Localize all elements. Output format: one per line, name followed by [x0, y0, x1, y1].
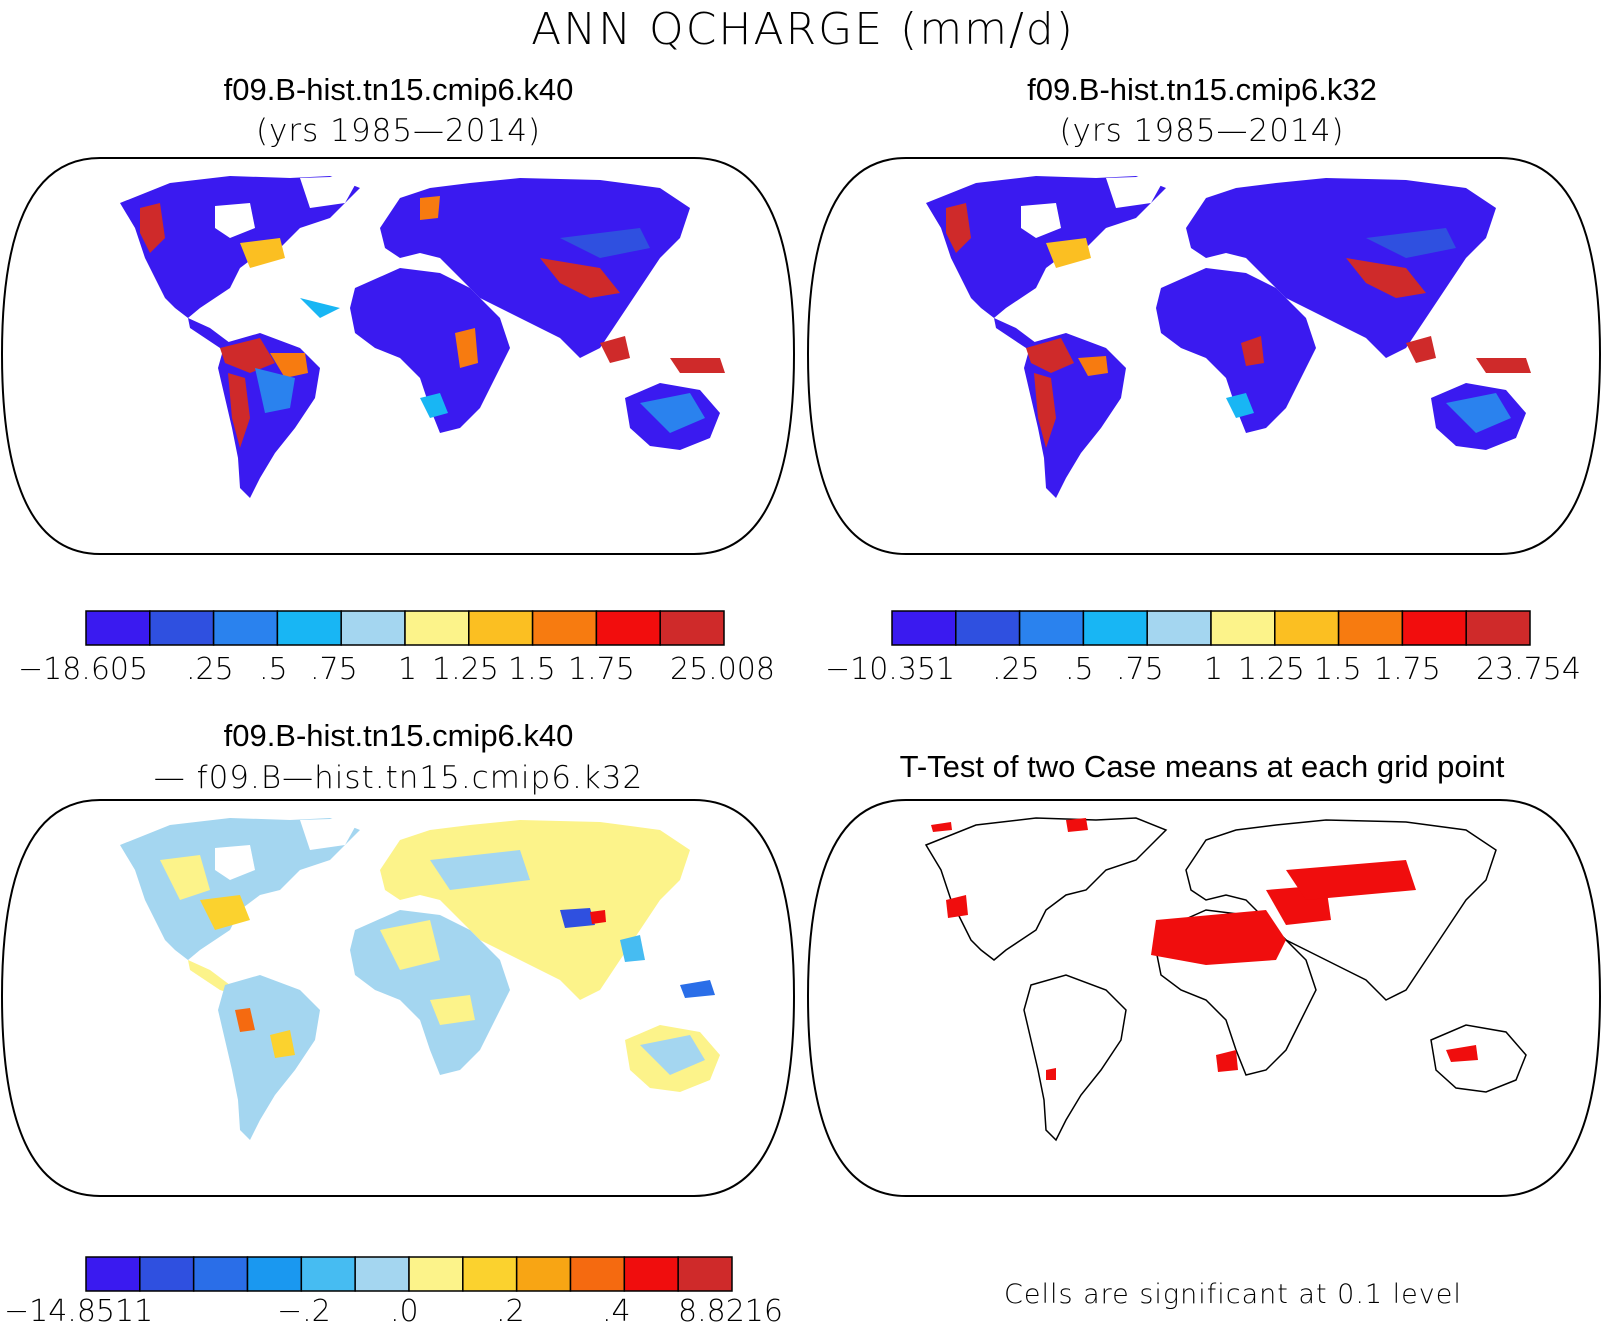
colorbar-swatch: [462, 1256, 518, 1292]
colorbar-1-label: 1.5: [508, 652, 556, 687]
colorbar-swatch: [85, 1256, 141, 1292]
colorbar-3-label: 8.8216: [678, 1294, 783, 1329]
value-patches-panel-1: [140, 196, 725, 448]
colorbar-swatch: [212, 610, 279, 646]
colorbar-swatch: [149, 610, 215, 646]
colorbar-swatch: [955, 610, 1021, 646]
africa: [350, 268, 510, 433]
colorbar-swatch: [1146, 610, 1212, 646]
colorbar-swatch: [891, 610, 957, 646]
panel-1-subtitle: (yrs 1985—2014): [255, 113, 542, 149]
continents-panel-3: [120, 818, 720, 1140]
colorbar-2-label: 1: [1204, 652, 1224, 687]
colorbar-2-label: .75: [1116, 652, 1164, 687]
colorbar-swatch: [623, 1256, 679, 1292]
central-america: [188, 318, 235, 353]
colorbar-swatch: [1018, 610, 1085, 646]
map-panel-4: [806, 799, 1602, 1197]
colorbar-swatch: [85, 610, 151, 646]
colorbar-swatch: [300, 1256, 356, 1292]
colorbar-2-label: .5: [1065, 652, 1094, 687]
colorbar-1-label: .5: [259, 652, 288, 687]
colorbar-swatch: [340, 610, 406, 646]
figure-title: ANN QCHARGE (mm/d): [531, 4, 1075, 55]
colorbar-2-label: 23.754: [1476, 652, 1581, 687]
colorbar-3-label: −14.8511: [4, 1294, 154, 1329]
colorbar-swatch: [569, 1256, 626, 1292]
colorbar-2-label: 1.25: [1238, 652, 1305, 687]
map-panel-1: [0, 157, 796, 555]
colorbar-1-label: .25: [186, 652, 234, 687]
colorbar-3-label: .0: [390, 1294, 419, 1329]
colorbar-1-label: 1.25: [432, 652, 499, 687]
colorbar-swatch: [1401, 610, 1467, 646]
colorbar-swatch: [595, 610, 661, 646]
colorbar-swatch: [139, 1256, 195, 1292]
colorbar-swatch: [276, 610, 342, 646]
colorbar-3-label: .4: [602, 1294, 631, 1329]
colorbar-2-label: .25: [992, 652, 1040, 687]
panel-2-subtitle: (yrs 1985—2014): [1059, 113, 1345, 149]
colorbar-swatch: [531, 610, 598, 646]
colorbar-swatch: [192, 1256, 249, 1292]
colorbar-swatch: [1082, 610, 1148, 646]
colorbar-3-label: .2: [496, 1294, 525, 1329]
panel-2-title: f09.B-hist.tn15.cmip6.k32: [1027, 72, 1377, 107]
colorbar-swatch: [1465, 610, 1531, 646]
colorbar-swatch: [246, 1256, 303, 1292]
colorbar-panel-2: [891, 610, 1531, 646]
colorbar-swatch: [1210, 610, 1276, 646]
eurasia: [380, 178, 690, 358]
colorbar-swatch: [468, 610, 534, 646]
panel-4-title: T-Test of two Case means at each grid po…: [899, 749, 1505, 784]
panel-1-title: f09.B-hist.tn15.cmip6.k40: [223, 72, 574, 107]
colorbar-1-label: 25.008: [670, 652, 775, 687]
value-patches-panel-2: [946, 203, 1531, 448]
map-panel-2: [806, 157, 1602, 555]
colorbar-2-label: 1.75: [1374, 652, 1441, 687]
colorbar-swatch: [659, 610, 725, 646]
significant-cells-panel-4: [931, 818, 1478, 1080]
continent-outlines-panel-4: [924, 817, 1527, 1142]
colorbar-2-label: 1.5: [1314, 652, 1362, 687]
colorbar-swatch: [677, 1256, 733, 1292]
panel-3-subtitle: — f09.B—hist.tn15.cmip6.k32: [153, 760, 644, 796]
colorbar-panel-3: [85, 1256, 733, 1292]
colorbar-1-label: 1.75: [568, 652, 635, 687]
colorbar-swatch: [354, 1256, 410, 1292]
continents-panel-1: [120, 176, 720, 554]
continents-panel-2: [926, 176, 1526, 498]
colorbar-swatch: [408, 1256, 464, 1292]
panel-3-title: f09.B-hist.tn15.cmip6.k40: [223, 718, 574, 753]
colorbar-panel-1: [85, 610, 725, 646]
colorbar-swatch: [1274, 610, 1340, 646]
colorbar-1-label: −18.605: [18, 652, 149, 687]
significance-footnote: Cells are significant at 0.1 level: [1004, 1279, 1462, 1310]
colorbar-swatch: [404, 610, 470, 646]
map-panel-3: [0, 799, 796, 1197]
colorbar-swatch: [515, 1256, 572, 1292]
north-america: [120, 176, 360, 318]
colorbar-1-label: .75: [310, 652, 358, 687]
colorbar-2-label: −10.351: [825, 652, 956, 687]
antarctica: [170, 518, 720, 554]
value-patches-panel-3: [160, 850, 715, 1075]
colorbar-3-label: −.2: [277, 1294, 331, 1329]
colorbar-swatch: [1337, 610, 1404, 646]
colorbar-1-label: 1: [398, 652, 418, 687]
